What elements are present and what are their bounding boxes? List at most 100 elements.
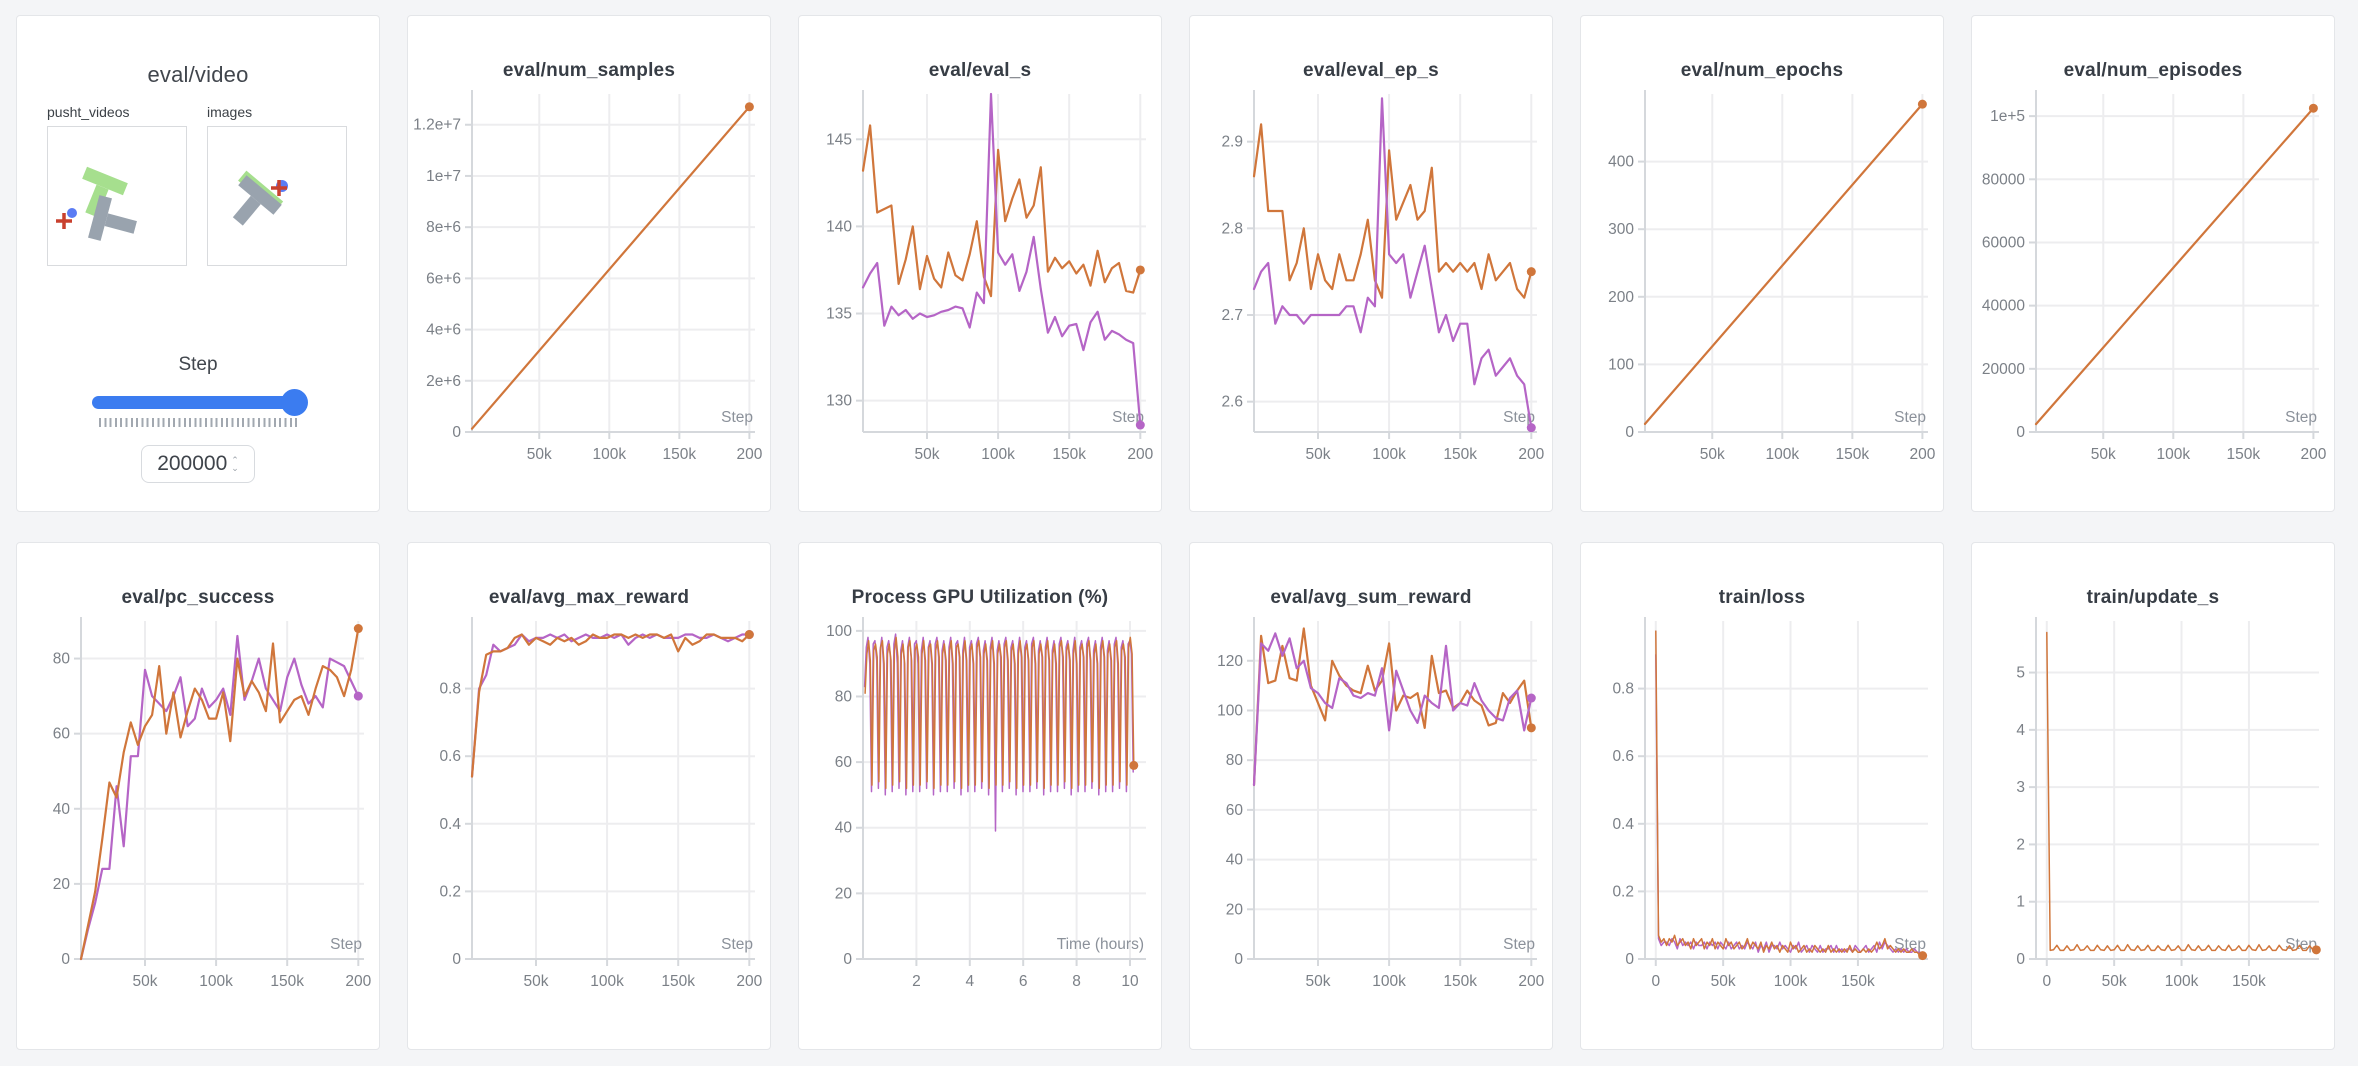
svg-text:150k: 150k	[661, 973, 695, 990]
panel-eval-avg-sum-reward[interactable]: eval/avg_sum_reward 50k 100k 150k 200 0 20 40 6…	[1189, 542, 1553, 1050]
svg-text:0: 0	[452, 424, 461, 441]
svg-text:6: 6	[1019, 973, 1028, 990]
panel-eval-avg-max-reward[interactable]: eval/avg_max_reward 50k 100k 150k 200 0 0.2 0.…	[407, 542, 771, 1050]
svg-text:0.8: 0.8	[439, 681, 461, 698]
svg-text:8e+6: 8e+6	[426, 219, 461, 236]
panel-title: eval/pc_success	[121, 587, 275, 608]
panel-eval-num-episodes[interactable]: eval/num_episodes 50k 100k 150k 200 0 20000 40…	[1971, 15, 2335, 512]
svg-text:50k: 50k	[132, 973, 157, 990]
svg-text:Step: Step	[1503, 936, 1535, 953]
svg-text:8: 8	[1072, 973, 1081, 990]
svg-text:2.7: 2.7	[1221, 307, 1243, 324]
panel-title: eval/avg_max_reward	[488, 587, 690, 608]
svg-text:200: 200	[1518, 973, 1544, 990]
panel-eval-eval-ep-s[interactable]: eval/eval_ep_s 50k 100k 150k 200 2.6 2.7 2.8 2.…	[1189, 15, 1553, 512]
svg-text:Step: Step	[1112, 409, 1144, 426]
svg-text:50k: 50k	[1711, 973, 1736, 990]
svg-text:0: 0	[61, 951, 70, 968]
svg-text:60: 60	[53, 726, 71, 743]
panel-eval-pc-success[interactable]: eval/pc_success 50k 100k 150k 200 0 20 40 60 80 S…	[16, 542, 380, 1050]
chart-train-loss: 0 50k 100k 150k 0 0.2 0.4 0.6 0.8 Step	[1612, 617, 1928, 990]
svg-text:2e+6: 2e+6	[426, 373, 461, 390]
svg-text:2.9: 2.9	[1221, 134, 1243, 151]
svg-text:2.8: 2.8	[1221, 220, 1243, 237]
svg-text:100k: 100k	[199, 973, 233, 990]
svg-text:150k: 150k	[2227, 446, 2261, 463]
svg-text:100k: 100k	[1372, 973, 1406, 990]
svg-text:10: 10	[1121, 973, 1139, 990]
chart-eval-num-epochs: 50k 100k 150k 200 0 100 200 300 400 Step	[1608, 90, 1936, 463]
step-slider[interactable]	[92, 388, 308, 416]
step-slider-track[interactable]	[92, 396, 304, 409]
chart-eval-pc-success: 50k 100k 150k 200 0 20 40 60 80 Step	[53, 617, 372, 990]
panel-process-gpu-utilization[interactable]: Process GPU Utilization (%) 2 4 6 8 10 0 20 40 6…	[798, 542, 1162, 1050]
panel-eval-num-samples[interactable]: eval/num_samples 50k 100k 150k 200 0 2e+6 4e+6…	[407, 15, 771, 512]
svg-text:200: 200	[736, 973, 762, 990]
svg-text:4: 4	[965, 973, 974, 990]
svg-text:150k: 150k	[1052, 446, 1086, 463]
svg-text:200: 200	[1909, 446, 1935, 463]
panel-train-loss[interactable]: train/loss 0 50k 100k 150k 0 0.2 0.4 0.6 0.8 Step	[1580, 542, 1944, 1050]
svg-text:50k: 50k	[1305, 973, 1330, 990]
panel-eval-video[interactable]: eval/video pusht_videos	[16, 15, 380, 512]
svg-text:100k: 100k	[592, 446, 626, 463]
step-stepper[interactable]: ⌃ ⌄	[231, 454, 239, 473]
svg-text:0: 0	[843, 951, 852, 968]
svg-text:Step: Step	[1503, 409, 1535, 426]
images-thumbnail[interactable]	[207, 126, 347, 266]
svg-text:0: 0	[2016, 951, 2025, 968]
panel-eval-eval-s[interactable]: eval/eval_s 50k 100k 150k 200 130 135 140 145 St…	[798, 15, 1162, 512]
svg-text:0.2: 0.2	[1612, 883, 1634, 900]
svg-text:0: 0	[452, 951, 461, 968]
thumb-label: images	[207, 104, 253, 120]
svg-text:200: 200	[736, 446, 762, 463]
svg-text:100: 100	[826, 623, 852, 640]
svg-text:135: 135	[826, 306, 852, 323]
svg-text:300: 300	[1608, 221, 1634, 238]
panel-title: train/update_s	[2086, 587, 2220, 608]
step-slider-thumb[interactable]	[281, 389, 308, 416]
panel-title: train/loss	[1718, 587, 1806, 608]
svg-text:2: 2	[2016, 836, 2025, 853]
panel-title: eval/num_episodes	[2063, 60, 2243, 81]
svg-text:50k: 50k	[2091, 446, 2116, 463]
step-number-input[interactable]: 200000 ⌃ ⌄	[141, 445, 255, 483]
svg-text:150k: 150k	[1443, 446, 1477, 463]
panel-train-update-s[interactable]: train/update_s 0 50k 100k 150k 0 1 2 3 4 5 Step	[1971, 542, 2335, 1050]
svg-text:100k: 100k	[2165, 973, 2199, 990]
svg-text:80: 80	[1226, 752, 1244, 769]
step-up-icon[interactable]: ⌃	[231, 454, 239, 465]
svg-text:50k: 50k	[914, 446, 939, 463]
svg-text:100: 100	[1217, 702, 1243, 719]
svg-text:200: 200	[2300, 446, 2326, 463]
chart-eval-avg-max-reward: 50k 100k 150k 200 0 0.2 0.4 0.6 0.8 Step	[439, 617, 763, 990]
svg-text:60: 60	[835, 754, 853, 771]
svg-text:0.6: 0.6	[1612, 748, 1634, 765]
svg-text:Step: Step	[1894, 936, 1926, 953]
pusht-video-thumbnail[interactable]	[47, 126, 187, 266]
panel-title: eval/eval_s	[928, 60, 1032, 81]
panel-title: eval/eval_ep_s	[1303, 60, 1439, 81]
svg-text:0.6: 0.6	[439, 748, 461, 765]
svg-text:0: 0	[1651, 973, 1660, 990]
svg-text:1: 1	[2016, 894, 2025, 911]
svg-text:0: 0	[1625, 951, 1634, 968]
svg-text:150k: 150k	[2232, 973, 2266, 990]
thumb-label: pusht_videos	[47, 104, 130, 120]
svg-text:1.2e+7: 1.2e+7	[413, 117, 461, 134]
svg-text:20: 20	[53, 876, 71, 893]
svg-text:50k: 50k	[1305, 446, 1330, 463]
step-down-icon[interactable]: ⌄	[231, 462, 239, 473]
svg-text:150k: 150k	[663, 446, 697, 463]
chart-train-update-s: 0 50k 100k 150k 0 1 2 3 4 5 Step	[2016, 617, 2321, 990]
svg-text:6e+6: 6e+6	[426, 270, 461, 287]
chart-eval-num-samples: 50k 100k 150k 200 0 2e+6 4e+6 6e+6 8e+6 1e+7 1.2e+…	[413, 90, 763, 463]
chart-eval-eval-ep-s: 50k 100k 150k 200 2.6 2.7 2.8 2.9 Step	[1221, 90, 1545, 463]
svg-text:0: 0	[1234, 951, 1243, 968]
svg-text:200: 200	[345, 973, 371, 990]
svg-text:50k: 50k	[527, 446, 552, 463]
step-value: 200000	[157, 452, 228, 475]
panel-eval-num-epochs[interactable]: eval/num_epochs 50k 100k 150k 200 0 100 200 300…	[1580, 15, 1944, 512]
